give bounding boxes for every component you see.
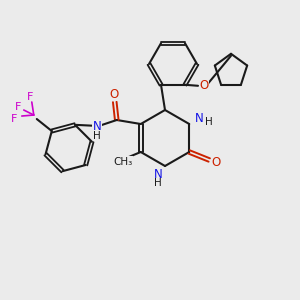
- Text: CH₃: CH₃: [113, 157, 132, 167]
- Text: O: O: [200, 79, 208, 92]
- Text: H: H: [93, 131, 100, 141]
- Text: H: H: [206, 117, 213, 127]
- Text: N: N: [195, 112, 204, 124]
- Text: O: O: [109, 88, 119, 100]
- Text: O: O: [212, 155, 221, 169]
- Text: F: F: [15, 102, 21, 112]
- Text: F: F: [11, 114, 17, 124]
- Text: F: F: [27, 92, 33, 102]
- Text: H: H: [154, 178, 162, 188]
- Text: N: N: [154, 167, 162, 181]
- Text: N: N: [92, 121, 101, 134]
